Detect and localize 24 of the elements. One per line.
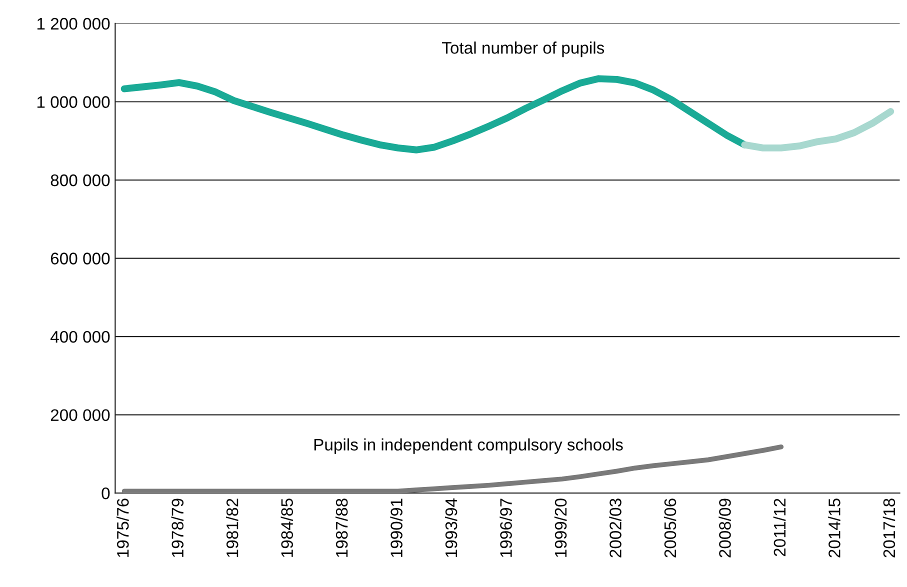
x-tick-label: 1978/79 xyxy=(171,498,184,557)
x-tick-label: 1984/85 xyxy=(280,498,293,557)
x-tick-label: 1975/76 xyxy=(116,498,129,557)
series-label: Pupils in independent compulsory schools xyxy=(314,438,623,454)
x-tick-label: 2011/12 xyxy=(773,498,786,556)
x-tick-label: 1990/91 xyxy=(390,498,402,557)
y-tick-label: 1 200 000 xyxy=(37,18,110,30)
x-tick-label: 2014/15 xyxy=(828,498,840,558)
x-tick-label: 1987/88 xyxy=(335,498,348,557)
x-tick-label: 2005/06 xyxy=(664,498,676,558)
x-tick-label: 2008/09 xyxy=(718,498,731,558)
y-tick-label: 1 000 000 xyxy=(37,96,110,108)
x-tick-label: 1999/20 xyxy=(554,498,567,557)
x-tick-label: 2002/03 xyxy=(609,498,622,558)
y-tick-label: 0 xyxy=(102,487,110,500)
y-tick-label: 200 000 xyxy=(50,409,110,422)
y-tick-label: 400 000 xyxy=(50,330,110,343)
series-label: Total number of pupils xyxy=(442,42,604,58)
y-tick-label: 800 000 xyxy=(50,174,110,186)
x-tick-label: 1996/97 xyxy=(500,498,512,557)
x-tick-label: 1993/94 xyxy=(444,498,458,557)
y-tick-label: 600 000 xyxy=(50,252,110,264)
x-tick-label: 1981/82 xyxy=(226,498,238,557)
x-tick-label: 2017/18 xyxy=(882,498,896,558)
